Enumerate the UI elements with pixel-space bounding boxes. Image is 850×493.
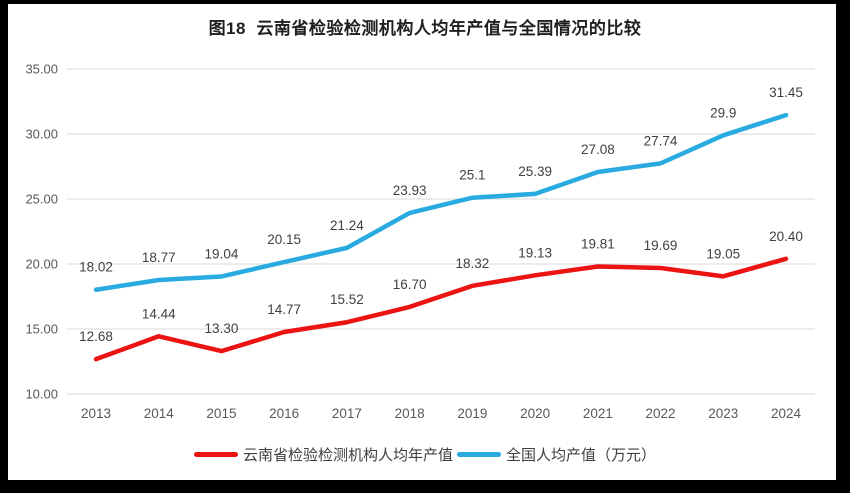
data-label-yunnan: 19.69 bbox=[644, 238, 678, 253]
data-label-national: 20.15 bbox=[267, 232, 301, 247]
data-label-yunnan: 14.44 bbox=[142, 306, 176, 321]
y-tick-label: 35.00 bbox=[25, 62, 58, 77]
y-tick-label: 25.00 bbox=[25, 192, 58, 207]
x-tick-label: 2020 bbox=[520, 406, 550, 421]
data-label-national: 23.93 bbox=[393, 183, 427, 198]
data-label-national: 27.08 bbox=[581, 142, 615, 157]
x-tick-label: 2016 bbox=[269, 406, 299, 421]
data-label-yunnan: 19.13 bbox=[518, 245, 552, 260]
y-tick-label: 10.00 bbox=[25, 387, 58, 402]
x-tick-label: 2015 bbox=[206, 406, 236, 421]
y-tick-label: 15.00 bbox=[25, 322, 58, 337]
y-tick-label: 30.00 bbox=[25, 127, 58, 142]
x-tick-label: 2022 bbox=[646, 406, 676, 421]
data-label-yunnan: 15.52 bbox=[330, 292, 364, 307]
x-tick-label: 2017 bbox=[332, 406, 362, 421]
data-label-national: 25.1 bbox=[459, 168, 485, 183]
chart-title: 图18 云南省检验检测机构人均年产值与全国情况的比较 bbox=[208, 19, 642, 38]
yunnan-series-label: 云南省检验检测机构人均年产值 bbox=[242, 447, 453, 464]
data-label-national: 25.39 bbox=[518, 164, 552, 179]
data-label-yunnan: 16.70 bbox=[393, 277, 427, 292]
data-label-yunnan: 20.40 bbox=[769, 229, 803, 244]
x-tick-label: 2023 bbox=[708, 406, 738, 421]
x-tick-label: 2013 bbox=[81, 406, 111, 421]
national-series-label: 全国人均产值（万元） bbox=[506, 447, 657, 464]
series-line-national bbox=[93, 112, 789, 292]
series-line-yunnan bbox=[93, 256, 789, 362]
x-tick-label: 2018 bbox=[395, 406, 425, 421]
data-label-yunnan: 12.68 bbox=[79, 329, 113, 344]
yunnan-series-marker bbox=[193, 452, 238, 457]
data-label-national: 19.04 bbox=[205, 246, 239, 261]
data-label-yunnan: 13.30 bbox=[205, 321, 239, 336]
data-label-national: 31.45 bbox=[769, 85, 803, 100]
data-label-yunnan: 18.32 bbox=[455, 256, 489, 271]
x-tick-label: 2021 bbox=[583, 406, 613, 421]
x-tick-label: 2014 bbox=[144, 406, 175, 421]
data-label-national: 29.9 bbox=[710, 105, 736, 120]
chart-background bbox=[8, 4, 836, 480]
data-label-yunnan: 14.77 bbox=[267, 302, 301, 317]
x-tick-label: 2019 bbox=[457, 406, 487, 421]
data-label-yunnan: 19.81 bbox=[581, 236, 615, 251]
data-label-national: 18.77 bbox=[142, 250, 176, 265]
data-label-national: 21.24 bbox=[330, 218, 364, 233]
legend-item-yunnan: 云南省检验检测机构人均年产值 bbox=[193, 444, 453, 465]
data-label-yunnan: 19.05 bbox=[706, 246, 740, 261]
x-tick-label: 2024 bbox=[771, 406, 802, 421]
national-series-marker bbox=[457, 452, 501, 457]
data-label-national: 27.74 bbox=[644, 133, 678, 148]
y-tick-label: 20.00 bbox=[25, 257, 58, 272]
legend-item-national: 全国人均产值（万元） bbox=[457, 444, 656, 465]
data-label-national: 18.02 bbox=[79, 260, 113, 275]
legend: 云南省检验检测机构人均年产值 全国人均产值（万元） bbox=[0, 444, 850, 465]
